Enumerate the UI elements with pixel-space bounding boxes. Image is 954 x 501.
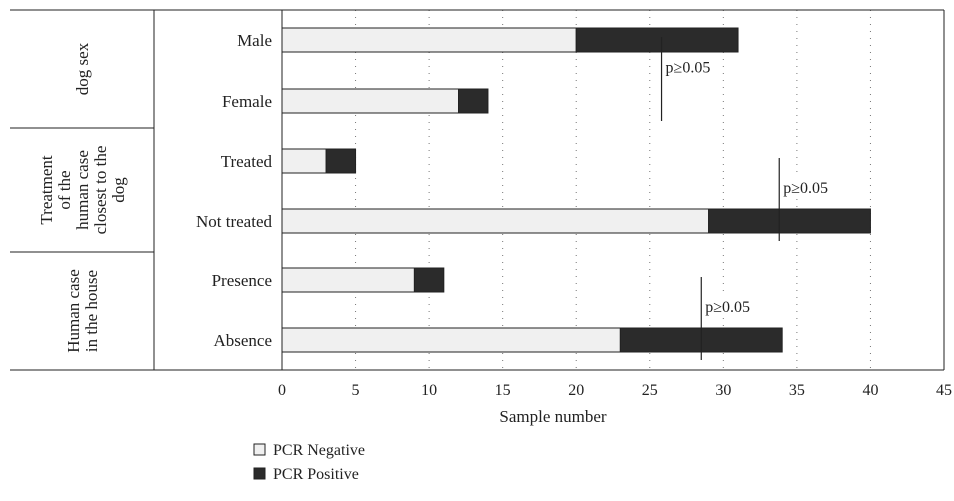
- group-label: Treatmentof thehuman caseclosest to thed…: [37, 146, 128, 235]
- annotation-background: [781, 178, 840, 198]
- bar-pcr-negative: [281, 208, 710, 234]
- x-tick-label: 30: [715, 382, 731, 399]
- x-tick-label: 0: [278, 382, 286, 399]
- group-label-line: dog sex: [73, 42, 92, 95]
- plot-frame: [10, 9, 945, 371]
- x-axis-title: Sample number: [499, 407, 607, 426]
- category-label: Female: [222, 92, 272, 111]
- annotations: p≥0.05 p≥0.05 p≥0.05: [660, 37, 840, 360]
- bar-pcr-negative: [281, 148, 327, 174]
- bar-pcr-negative: [281, 327, 621, 353]
- bar-pcr-positive: [325, 148, 357, 174]
- x-tick-label: 10: [421, 382, 437, 399]
- group-label-line: of the: [55, 170, 74, 209]
- category-label: Male: [237, 31, 272, 50]
- group-label-line: Human case: [64, 269, 83, 353]
- x-tick-label: 25: [642, 382, 658, 399]
- category-label: Absence: [213, 331, 272, 350]
- legend-label: PCR Positive: [273, 466, 359, 483]
- bar-pcr-negative: [281, 27, 577, 53]
- x-tick-label: 35: [789, 382, 805, 399]
- labels: 0 5 10 15 20 25 30 35 40 45 Male Female Treated Not t…: [37, 31, 952, 399]
- bar-pcr-positive: [458, 88, 489, 114]
- x-tick-label: 20: [568, 382, 584, 399]
- x-tick-label: 15: [495, 382, 511, 399]
- category-label: Presence: [212, 271, 272, 290]
- significance-label: p≥0.05: [783, 180, 828, 197]
- x-tick-label: 40: [862, 382, 878, 399]
- significance-label: p≥0.05: [705, 299, 750, 316]
- legend-swatch-negative: [253, 443, 266, 456]
- category-label: Treated: [221, 152, 273, 171]
- annotation-background: [663, 57, 722, 78]
- group-label: dog sex: [73, 42, 92, 95]
- x-tick-label: 45: [936, 382, 952, 399]
- group-label-line: Treatment: [37, 155, 56, 225]
- bar-pcr-positive: [413, 267, 445, 293]
- group-label-line: closest to the: [91, 146, 110, 235]
- bar-pcr-positive: [708, 208, 871, 234]
- bar-pcr-negative: [281, 267, 415, 293]
- bar-pcr-negative: [281, 88, 460, 114]
- legend: PCR Negative PCR Positive: [253, 442, 365, 483]
- legend-label: PCR Negative: [273, 442, 365, 459]
- legend-swatch-positive: [253, 467, 266, 480]
- category-label: Not treated: [196, 212, 272, 231]
- group-label-line: dog: [109, 177, 128, 203]
- group-label: Human casein the house: [64, 269, 101, 353]
- annotation-background: [703, 297, 762, 317]
- group-label-line: in the house: [82, 270, 101, 352]
- bars: [281, 27, 871, 353]
- bar-pcr-positive: [575, 27, 739, 53]
- significance-label: p≥0.05: [666, 60, 711, 77]
- x-tick-label: 5: [352, 382, 360, 399]
- group-label-line: human case: [73, 150, 92, 230]
